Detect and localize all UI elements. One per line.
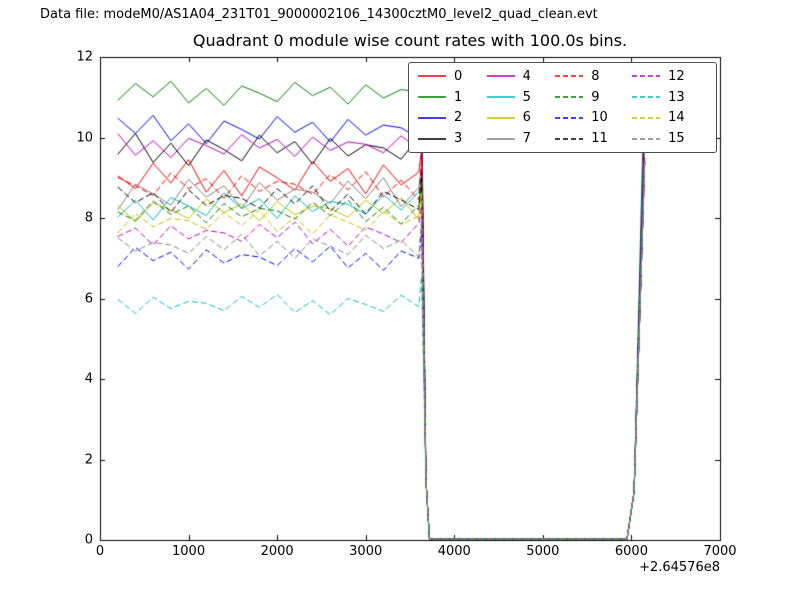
legend-entry: 5 (486, 87, 555, 108)
x-tick-label: 6000 (614, 544, 648, 559)
legend-line-sample (632, 96, 661, 98)
legend-line-sample (418, 75, 446, 78)
legend-line-sample (418, 96, 446, 98)
legend-entry: 8 (554, 66, 631, 87)
legend-line-sample (632, 75, 661, 78)
legend-entry: 12 (631, 66, 708, 87)
legend-entry: 11 (554, 128, 631, 149)
legend-entry: 15 (631, 128, 708, 149)
legend-label: 7 (522, 131, 531, 147)
legend-line-sample (555, 137, 584, 140)
legend-entry: 0 (417, 66, 486, 87)
legend-line-sample (555, 117, 584, 119)
legend-label: 5 (522, 89, 531, 105)
legend-label: 2 (454, 110, 463, 126)
legend-line-sample (486, 75, 515, 78)
y-tick-label: 8 (84, 210, 93, 226)
chart-title: Quadrant 0 module wise count rates with … (192, 31, 628, 50)
legend-label: 8 (591, 68, 600, 84)
legend-entry: 2 (417, 108, 486, 129)
y-tick-label: 6 (84, 291, 93, 306)
legend-label: 6 (522, 110, 531, 126)
x-tick-label: 3000 (349, 544, 383, 559)
legend-entry: 6 (486, 108, 555, 129)
y-tick-label: 4 (84, 371, 93, 387)
legend-entry: 13 (631, 87, 708, 108)
legend-label: 4 (522, 68, 531, 84)
legend-label: 13 (668, 89, 685, 105)
legend-label: 3 (454, 131, 463, 147)
legend-label: 0 (454, 68, 463, 84)
legend-label: 9 (591, 89, 600, 105)
legend-line-sample (555, 96, 584, 98)
data-file-label: Data file: modeM0/AS1A04_231T01_90000021… (40, 7, 598, 22)
x-tick-label: 2000 (260, 544, 294, 559)
legend-line-sample (486, 137, 515, 140)
y-tick-label: 2 (84, 452, 93, 467)
x-offset-label: +2.64576e8 (639, 560, 720, 575)
legend-entry: 10 (554, 108, 631, 129)
legend-line-sample (632, 117, 661, 119)
legend-entry: 1 (417, 87, 486, 108)
legend-label: 14 (668, 110, 685, 126)
legend-entry: 4 (486, 66, 555, 87)
legend-entry: 3 (417, 128, 486, 149)
legend-label: 11 (591, 131, 608, 147)
legend-label: 12 (668, 68, 685, 84)
legend-line-sample (418, 137, 446, 140)
y-tick-label: 12 (76, 49, 93, 65)
y-tick-label: 0 (84, 532, 93, 548)
legend-line-sample (486, 117, 515, 119)
legend-entry: 9 (554, 87, 631, 108)
y-tick-label: 10 (76, 130, 93, 145)
legend-line-sample (632, 137, 661, 140)
legend-entry: 14 (631, 108, 708, 129)
legend-label: 15 (668, 131, 685, 147)
x-tick-label: 5000 (526, 544, 560, 559)
x-tick-label: 0 (95, 544, 105, 559)
x-tick-label: 1000 (172, 544, 206, 559)
legend-line-sample (418, 117, 446, 119)
legend-line-sample (486, 96, 515, 98)
legend-label: 1 (454, 89, 463, 105)
legend-label: 10 (591, 110, 608, 126)
x-tick-label: 4000 (437, 544, 471, 559)
legend: 0 1 2 3 4 5 6 7 8 9 10 11 12 13 14 15 (408, 62, 717, 153)
x-tick-label: 7000 (703, 544, 737, 559)
legend-entry: 7 (486, 128, 555, 149)
legend-line-sample (555, 75, 584, 78)
